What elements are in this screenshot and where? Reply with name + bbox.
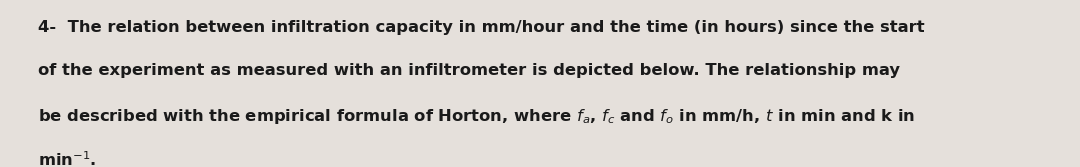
Text: of the experiment as measured with an infiltrometer is depicted below. The relat: of the experiment as measured with an in… [38,63,900,78]
Text: 4-  The relation between infiltration capacity in mm/hour and the time (in hours: 4- The relation between infiltration cap… [38,20,924,35]
Text: min$^{-1}$.: min$^{-1}$. [38,150,96,167]
Text: be described with the empirical formula of Horton, where $f_a$, $f_c$ and $f_o$ : be described with the empirical formula … [38,107,915,126]
